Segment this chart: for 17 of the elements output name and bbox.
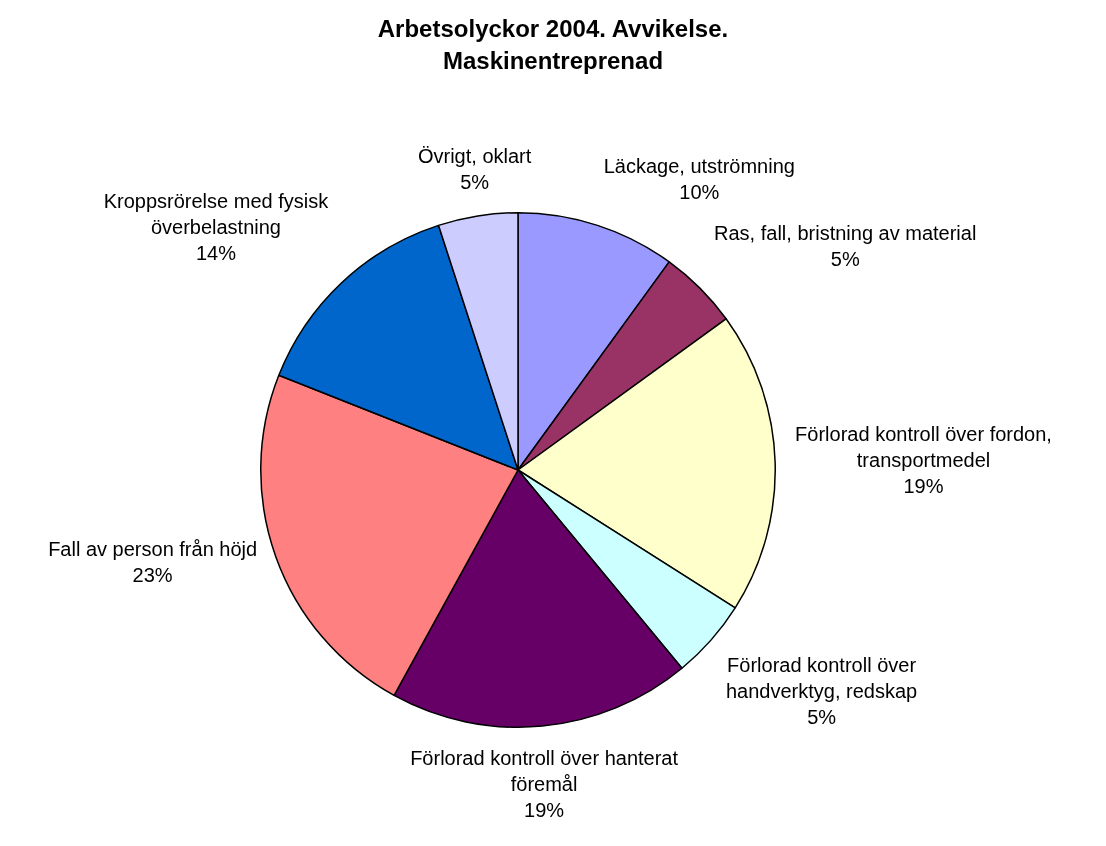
- data-label: 5%: [807, 705, 837, 728]
- data-label: 5%: [460, 170, 490, 193]
- data-label: 14%: [195, 242, 237, 265]
- data-label: 5%: [830, 248, 860, 271]
- slice-label: Fall av person från höjd: [48, 538, 258, 561]
- slice-label: Förlorad kontroll över fordon, transportmedel: [795, 422, 1052, 471]
- data-label: 23%: [132, 564, 173, 587]
- slice-label: Förlorad kontroll över handverktyg, redskap: [725, 653, 918, 702]
- slice-label: Ras, fall, bristning av material: [714, 222, 977, 245]
- slice-label: Kroppsrörelse med fysisk överbelastning: [103, 190, 330, 239]
- slice-label: Läckage, utströmning: [603, 154, 795, 177]
- data-label: 19%: [903, 474, 944, 497]
- chart-title: Arbetsolyckor 2004. Avvikelse. Maskinentreprenad: [377, 14, 729, 74]
- data-label: 10%: [679, 180, 720, 203]
- slice-label: Övrigt, oklart: [417, 144, 532, 167]
- slice-label: Förlorad kontroll över hanterat föremål: [410, 746, 679, 795]
- data-label: 19%: [524, 798, 565, 821]
